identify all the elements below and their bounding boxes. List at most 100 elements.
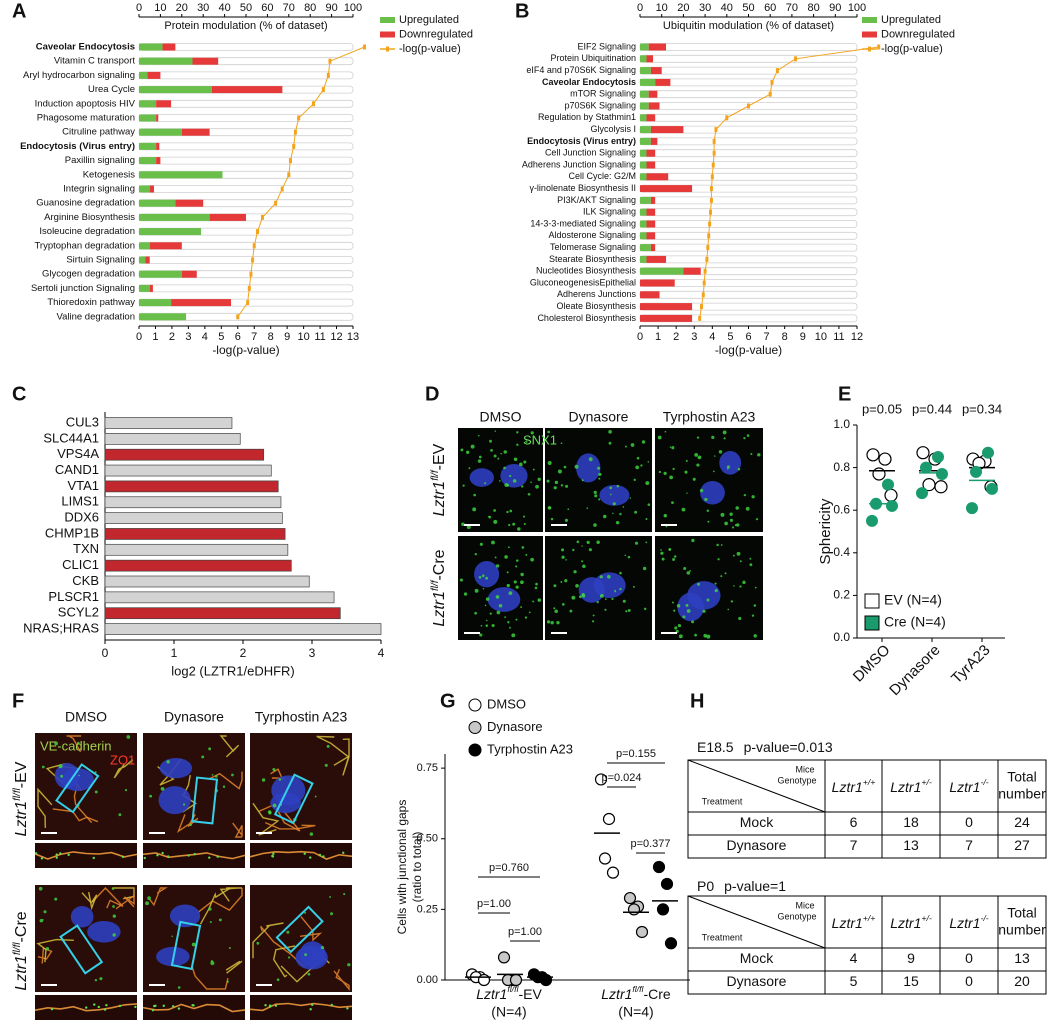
junction: [258, 803, 301, 832]
speck: [622, 599, 626, 603]
x2-tick-label: 4: [202, 331, 208, 343]
row-label: Lztr1fl/f-EV: [430, 443, 449, 516]
speck: [729, 518, 733, 522]
line-marker: [712, 138, 716, 144]
speck: [660, 549, 662, 551]
category-label: Cell Junction Signaling: [545, 148, 636, 158]
junction: [176, 814, 199, 834]
speck: [581, 594, 586, 598]
junction: [115, 894, 135, 910]
speck: [314, 795, 317, 798]
nucleus: [158, 786, 191, 815]
speck: [459, 578, 463, 582]
category-label: Aldosterone Signaling: [548, 230, 636, 240]
legend-label: DMSO: [487, 696, 526, 711]
bar-segment: [640, 255, 647, 263]
speck: [160, 787, 165, 791]
category-label: CKB: [72, 573, 99, 588]
speck: [78, 774, 80, 777]
x2-tick-label: 3: [185, 331, 191, 343]
bar-segment: [640, 43, 649, 51]
corner-label: Mice: [795, 900, 814, 910]
category-label: γ-linolenate Biosynthesis II: [529, 183, 636, 193]
speck: [669, 475, 673, 480]
category-label: Telomerase Signaling: [550, 242, 636, 252]
nucleus: [87, 920, 121, 943]
count-cell: 0: [965, 973, 973, 989]
speck: [689, 570, 691, 572]
panel-letter: H: [690, 690, 704, 712]
panel-letter: B: [515, 0, 529, 22]
junction: [148, 887, 168, 907]
category-label: DMSO: [850, 642, 894, 686]
speck: [264, 1004, 267, 1007]
data-point: [635, 925, 649, 939]
speck: [495, 595, 500, 599]
line-marker: [363, 44, 367, 50]
speck: [485, 576, 489, 580]
speck: [55, 856, 58, 859]
x-tick-label: 90: [325, 2, 337, 14]
x2-tick-label: 13: [347, 331, 359, 343]
junction: [113, 759, 134, 779]
speck: [647, 460, 650, 463]
speck: [191, 1004, 194, 1007]
speck: [730, 600, 734, 603]
speck: [674, 626, 678, 630]
count-cell: 13: [903, 837, 919, 853]
speck: [530, 557, 534, 562]
bar: [104, 607, 341, 620]
speck: [478, 455, 482, 459]
category-label: PLSCR1: [48, 589, 99, 604]
speck: [271, 855, 275, 858]
speck: [686, 609, 691, 613]
junction: [112, 887, 135, 900]
row-label-gene: Lztr1: [13, 955, 30, 991]
table-stage: P0: [697, 878, 714, 894]
junction: [265, 821, 316, 830]
treatment-label: Mock: [740, 950, 774, 966]
chart-title: Protein modulation (% of dataset): [164, 20, 327, 32]
line-marker: [701, 292, 705, 298]
speck: [696, 463, 700, 467]
speck: [99, 977, 103, 981]
speck: [574, 464, 579, 469]
speck: [479, 542, 483, 546]
speck: [479, 633, 483, 637]
speck: [691, 620, 695, 624]
y-axis-label: Sphericity: [817, 498, 834, 564]
speck: [162, 1004, 165, 1008]
speck: [330, 1003, 333, 1007]
speck: [560, 581, 563, 583]
speck: [732, 554, 735, 557]
bar-segment: [646, 173, 669, 181]
speck: [645, 541, 648, 544]
category-label: DDX6: [64, 510, 99, 525]
count-cell: 0: [965, 814, 973, 830]
legend-label: Downregulated: [881, 28, 955, 40]
speck: [729, 512, 733, 516]
speck: [124, 788, 128, 792]
genotype-header: Lztr1+/+: [832, 913, 876, 930]
junction: [219, 887, 242, 902]
genotype-header-gene: Lztr1: [949, 915, 980, 931]
speck: [515, 618, 518, 621]
category-label: Phagosome maturation: [37, 113, 135, 124]
bar-segment: [648, 43, 667, 51]
legend-label: Upregulated: [399, 14, 459, 26]
category-label: CLIC1: [62, 557, 99, 572]
bar-segment: [646, 255, 667, 263]
nucleus: [677, 592, 704, 622]
speck: [303, 852, 306, 855]
speck: [560, 442, 563, 445]
speck: [171, 935, 173, 937]
genotype-header-gene: Lztr1: [949, 779, 980, 795]
bar-segment: [640, 291, 660, 299]
speck: [222, 785, 226, 788]
speck: [216, 855, 219, 858]
bar-segment: [181, 128, 210, 136]
bar-segment: [139, 270, 182, 278]
category-label: Protein Ubiquitination: [550, 53, 636, 63]
speck: [193, 852, 196, 856]
x2-tick-label: 10: [815, 331, 827, 343]
